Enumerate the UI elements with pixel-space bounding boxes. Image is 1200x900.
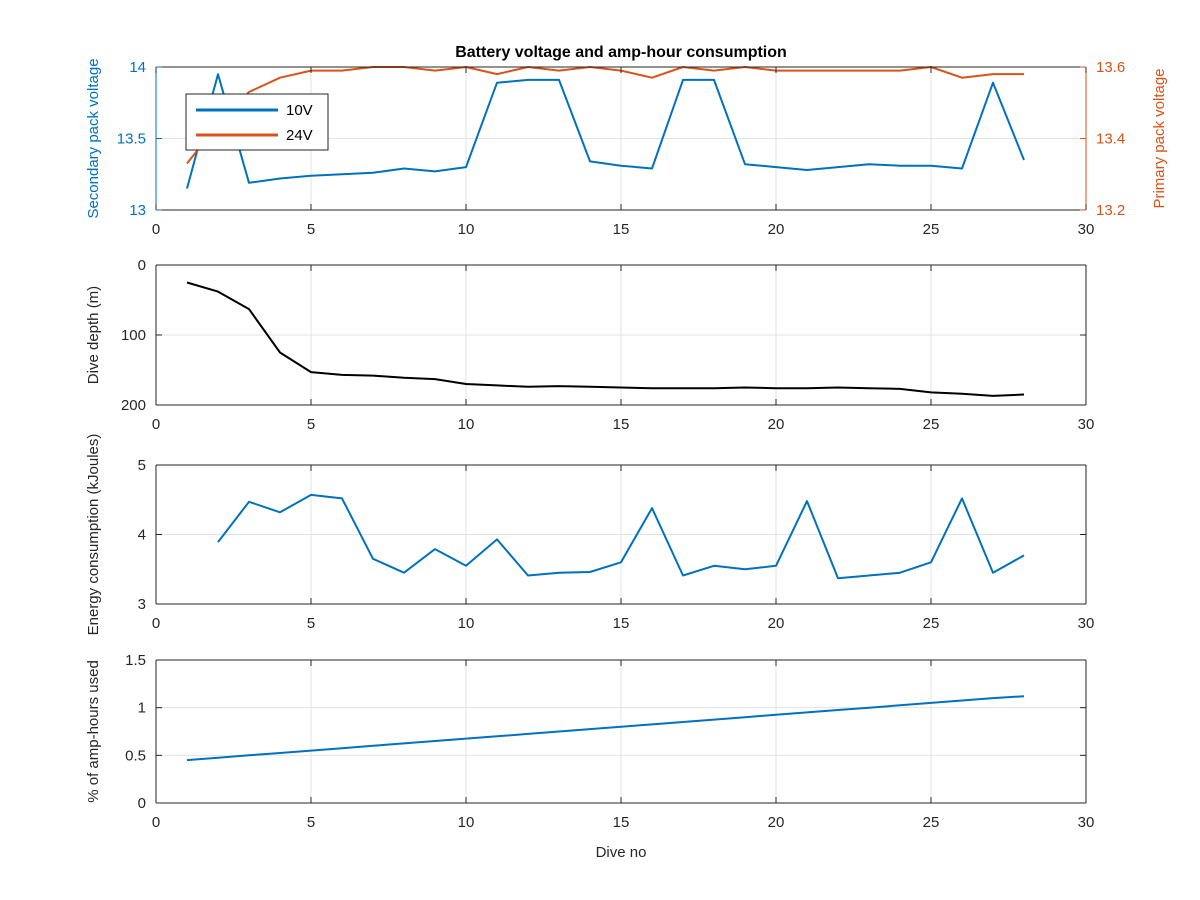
y-tick-label: 13.5 <box>117 131 146 148</box>
x-tick-label: 5 <box>307 615 315 632</box>
x-tick-label: 10 <box>458 814 475 831</box>
x-tick-label: 0 <box>152 615 160 632</box>
x-tick-label: 20 <box>768 221 785 238</box>
y2-axis-label: Primary pack voltage <box>1151 68 1168 208</box>
subplots: 0 5 10 15 20 25 301313.51413.213.413.6Primary … <box>85 58 1168 861</box>
y-tick-label: 0.5 <box>125 747 146 764</box>
series-line-1 <box>186 695 1025 762</box>
x-tick-label: 25 <box>923 814 940 831</box>
subplot-4: 0 5 10 15 20 25 30 0 0.5 1 1.5 % of amp-hours used D… <box>85 652 1094 861</box>
x-tick-label: 15 <box>613 814 630 831</box>
series-line-1 <box>186 281 1025 397</box>
y-tick-label: 0 <box>138 795 146 812</box>
series-line-24v <box>186 66 1024 165</box>
y2-tick-label: 13.6 <box>1096 59 1125 76</box>
series-line-10v <box>186 73 1025 189</box>
y-tick-label: 13 <box>129 202 146 219</box>
x-tick-label: 30 <box>1078 221 1095 238</box>
x-tick-label: 15 <box>613 615 630 632</box>
x-tick-label: 0 <box>152 416 160 433</box>
subplot-2: 0 5 10 15 20 25 30 0 100 200 Dive depth (m) <box>85 257 1094 433</box>
x-axis-label: Dive no <box>596 844 647 861</box>
y-tick-label: 1 <box>138 700 146 717</box>
y-tick-label: 4 <box>138 527 146 544</box>
series-line-1 <box>217 493 1025 580</box>
x-tick-label: 0 <box>152 221 160 238</box>
y-tick-label: 3 <box>138 596 146 613</box>
legend-label-24v: 24V <box>286 127 313 144</box>
y-tick-label: 0 <box>138 257 146 274</box>
x-tick-label: 30 <box>1078 615 1095 632</box>
x-tick-label: 15 <box>613 416 630 433</box>
y2-tick-label: 13.4 <box>1096 131 1125 148</box>
x-tick-label: 20 <box>768 615 785 632</box>
x-tick-label: 20 <box>768 814 785 831</box>
y2-tick-label: 13.2 <box>1096 202 1125 219</box>
x-tick-label: 0 <box>152 814 160 831</box>
y-tick-label: 14 <box>129 59 146 76</box>
y-tick-label: 100 <box>121 327 146 344</box>
y-axis-label: % of amp-hours used <box>85 660 102 803</box>
x-tick-label: 15 <box>613 221 630 238</box>
figure-title: Battery voltage and amp-hour consumption <box>455 44 787 61</box>
x-tick-label: 25 <box>923 416 940 433</box>
y-axis-label: Secondary pack voltage <box>85 58 102 218</box>
y-tick-label: 1.5 <box>125 652 146 669</box>
legend-box <box>185 93 329 151</box>
y-tick-label: 200 <box>121 397 146 414</box>
subplot-3: 0 5 10 15 20 25 30 3 4 5 Energy consumption (kJoul… <box>85 434 1094 636</box>
x-tick-label: 5 <box>307 416 315 433</box>
x-tick-label: 10 <box>458 416 475 433</box>
y-axis-label: Dive depth (m) <box>85 286 102 384</box>
subplot-1: 0 5 10 15 20 25 30 13 13.5 14 13.2 13.4 13.6 Primary … <box>85 58 1168 238</box>
x-tick-label: 25 <box>923 221 940 238</box>
y-tick-label: 5 <box>138 457 146 474</box>
x-tick-label: 5 <box>307 221 315 238</box>
legend-label-10v: 10V <box>286 102 313 119</box>
x-tick-label: 20 <box>768 416 785 433</box>
x-tick-label: 30 <box>1078 814 1095 831</box>
x-tick-label: 5 <box>307 814 315 831</box>
x-tick-label: 10 <box>458 221 475 238</box>
y-axis-label: Energy consumption (kJoules) <box>85 434 102 636</box>
x-tick-label: 10 <box>458 615 475 632</box>
x-tick-label: 30 <box>1078 416 1095 433</box>
x-tick-label: 25 <box>923 615 940 632</box>
